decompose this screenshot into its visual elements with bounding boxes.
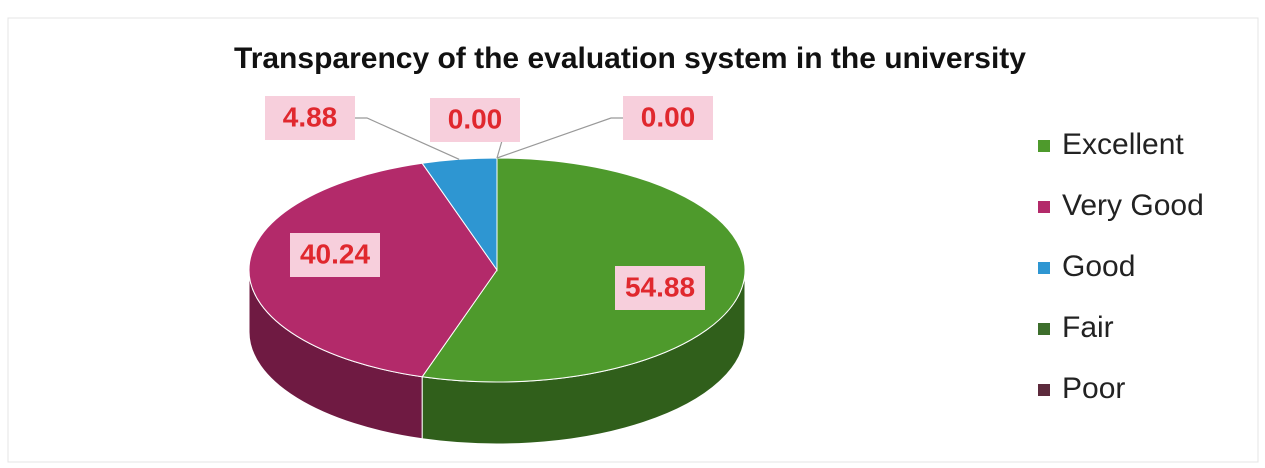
legend-label: Excellent	[1062, 128, 1184, 161]
leader-line	[496, 117, 623, 159]
data-label-box	[623, 96, 713, 140]
legend-label: Fair	[1062, 311, 1114, 344]
chart-title: Transparency of the evaluation system in…	[234, 42, 1026, 75]
slice	[421, 157, 746, 383]
data-label: 0.00	[448, 103, 503, 134]
legend-swatch	[1038, 262, 1050, 274]
data-label: 4.88	[283, 101, 338, 132]
legend-swatch	[1038, 201, 1050, 213]
data-label-box	[615, 266, 705, 310]
data-label: 54.88	[625, 271, 695, 302]
legend-label: Poor	[1062, 372, 1125, 405]
legend-label: Good	[1062, 250, 1135, 283]
data-label: 0.00	[641, 101, 696, 132]
data-label-box	[290, 233, 380, 277]
data-label-box	[430, 98, 520, 142]
data-label: 40.24	[300, 238, 370, 269]
legend-swatch	[1038, 323, 1050, 335]
legend-swatch	[1038, 140, 1050, 152]
leader-line	[355, 117, 460, 160]
legend-label: Very Good	[1062, 189, 1204, 222]
legend-swatch	[1038, 384, 1050, 396]
data-label-box	[265, 96, 355, 140]
